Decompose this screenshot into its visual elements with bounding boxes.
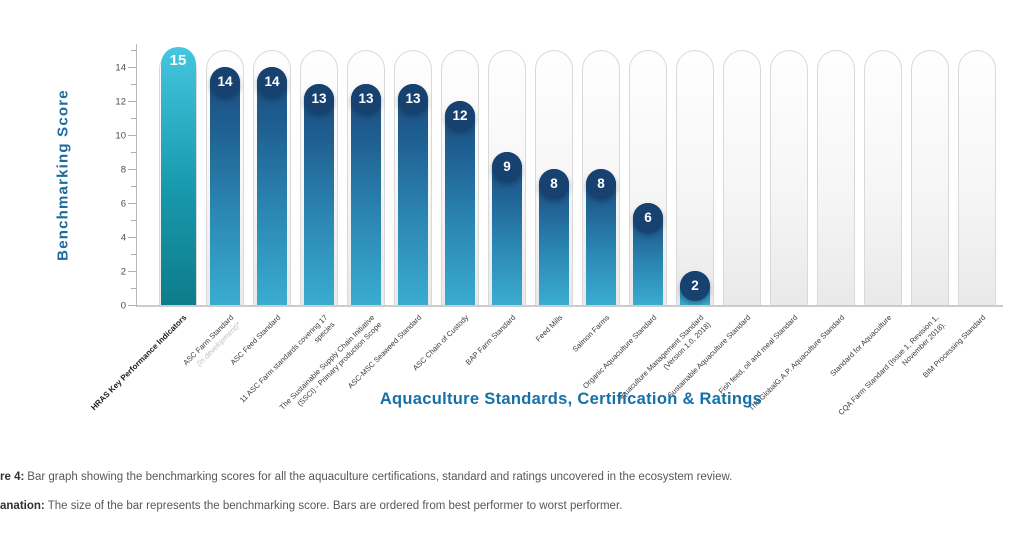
bar-track: [770, 50, 808, 305]
y-axis-line: [135, 44, 137, 307]
highlight-bar: 15: [160, 47, 196, 305]
bar-value-badge: 6: [633, 203, 663, 233]
bar: 13: [304, 84, 334, 305]
bar: 13: [351, 84, 381, 305]
bar-value-badge: 9: [492, 152, 522, 182]
bar: 8: [539, 169, 569, 305]
y-tick-label: 12: [115, 96, 126, 107]
y-major-tick: [128, 237, 136, 239]
caption-text: Bar graph showing the benchmarking score…: [27, 471, 733, 483]
bar-track: [864, 50, 902, 305]
bar-track: [676, 50, 714, 305]
y-tick-label: 6: [120, 198, 126, 209]
bar: 8: [586, 169, 616, 305]
bar-track: [911, 50, 949, 305]
y-minor-tick: [131, 152, 136, 154]
y-major-tick: [128, 135, 136, 137]
figure-caption: re 4: Bar graph showing the benchmarking …: [0, 471, 1010, 483]
bar-value-badge: 8: [586, 169, 616, 199]
y-major-tick: [128, 305, 136, 307]
y-minor-tick: [131, 254, 136, 256]
bar-track: [723, 50, 761, 305]
bar: 14: [210, 67, 240, 305]
y-minor-tick: [131, 50, 136, 52]
bar: 12: [445, 101, 475, 305]
y-major-tick: [128, 101, 136, 103]
x-axis-title: Aquaculture Standards, Certification & R…: [379, 390, 763, 408]
y-tick-label: 14: [115, 62, 126, 73]
y-tick-label: 2: [120, 266, 126, 277]
y-minor-tick: [131, 186, 136, 188]
y-tick-label: 4: [120, 232, 126, 243]
y-major-tick: [128, 203, 136, 205]
y-minor-tick: [131, 288, 136, 290]
bar-value-badge: 14: [257, 67, 287, 97]
caption-text: The size of the bar represents the bench…: [47, 500, 623, 512]
caption-prefix: anation:: [0, 500, 45, 512]
bar-value-badge: 12: [445, 101, 475, 131]
bar-value-badge: 13: [398, 84, 428, 114]
bar-value-badge: 8: [539, 169, 569, 199]
y-tick-label: 10: [115, 130, 126, 141]
y-minor-tick: [131, 220, 136, 222]
bar: 6: [633, 203, 663, 305]
x-axis-baseline: [137, 305, 1003, 307]
bar-value-badge: 13: [304, 84, 334, 114]
y-major-tick: [128, 169, 136, 171]
bar: 9: [492, 152, 522, 305]
caption-prefix: re 4:: [0, 471, 25, 483]
bar-value-badge: 14: [210, 67, 240, 97]
y-tick-label: 0: [120, 300, 126, 311]
bar: 13: [398, 84, 428, 305]
bar-track: [817, 50, 855, 305]
y-minor-tick: [131, 84, 136, 86]
y-major-tick: [128, 67, 136, 69]
bar: 14: [257, 67, 287, 305]
bar: 2: [680, 271, 710, 305]
bar-track: [958, 50, 996, 305]
bar-value-badge: 13: [351, 84, 381, 114]
y-axis-title: Benchmarking Score: [54, 89, 72, 261]
bar-value-label: 15: [169, 52, 187, 69]
bar-value-badge: 2: [680, 271, 710, 301]
y-minor-tick: [131, 118, 136, 120]
y-tick-label: 8: [120, 164, 126, 175]
y-major-tick: [128, 271, 136, 273]
explanation-caption: anation: The size of the bar represents t…: [0, 500, 1010, 512]
